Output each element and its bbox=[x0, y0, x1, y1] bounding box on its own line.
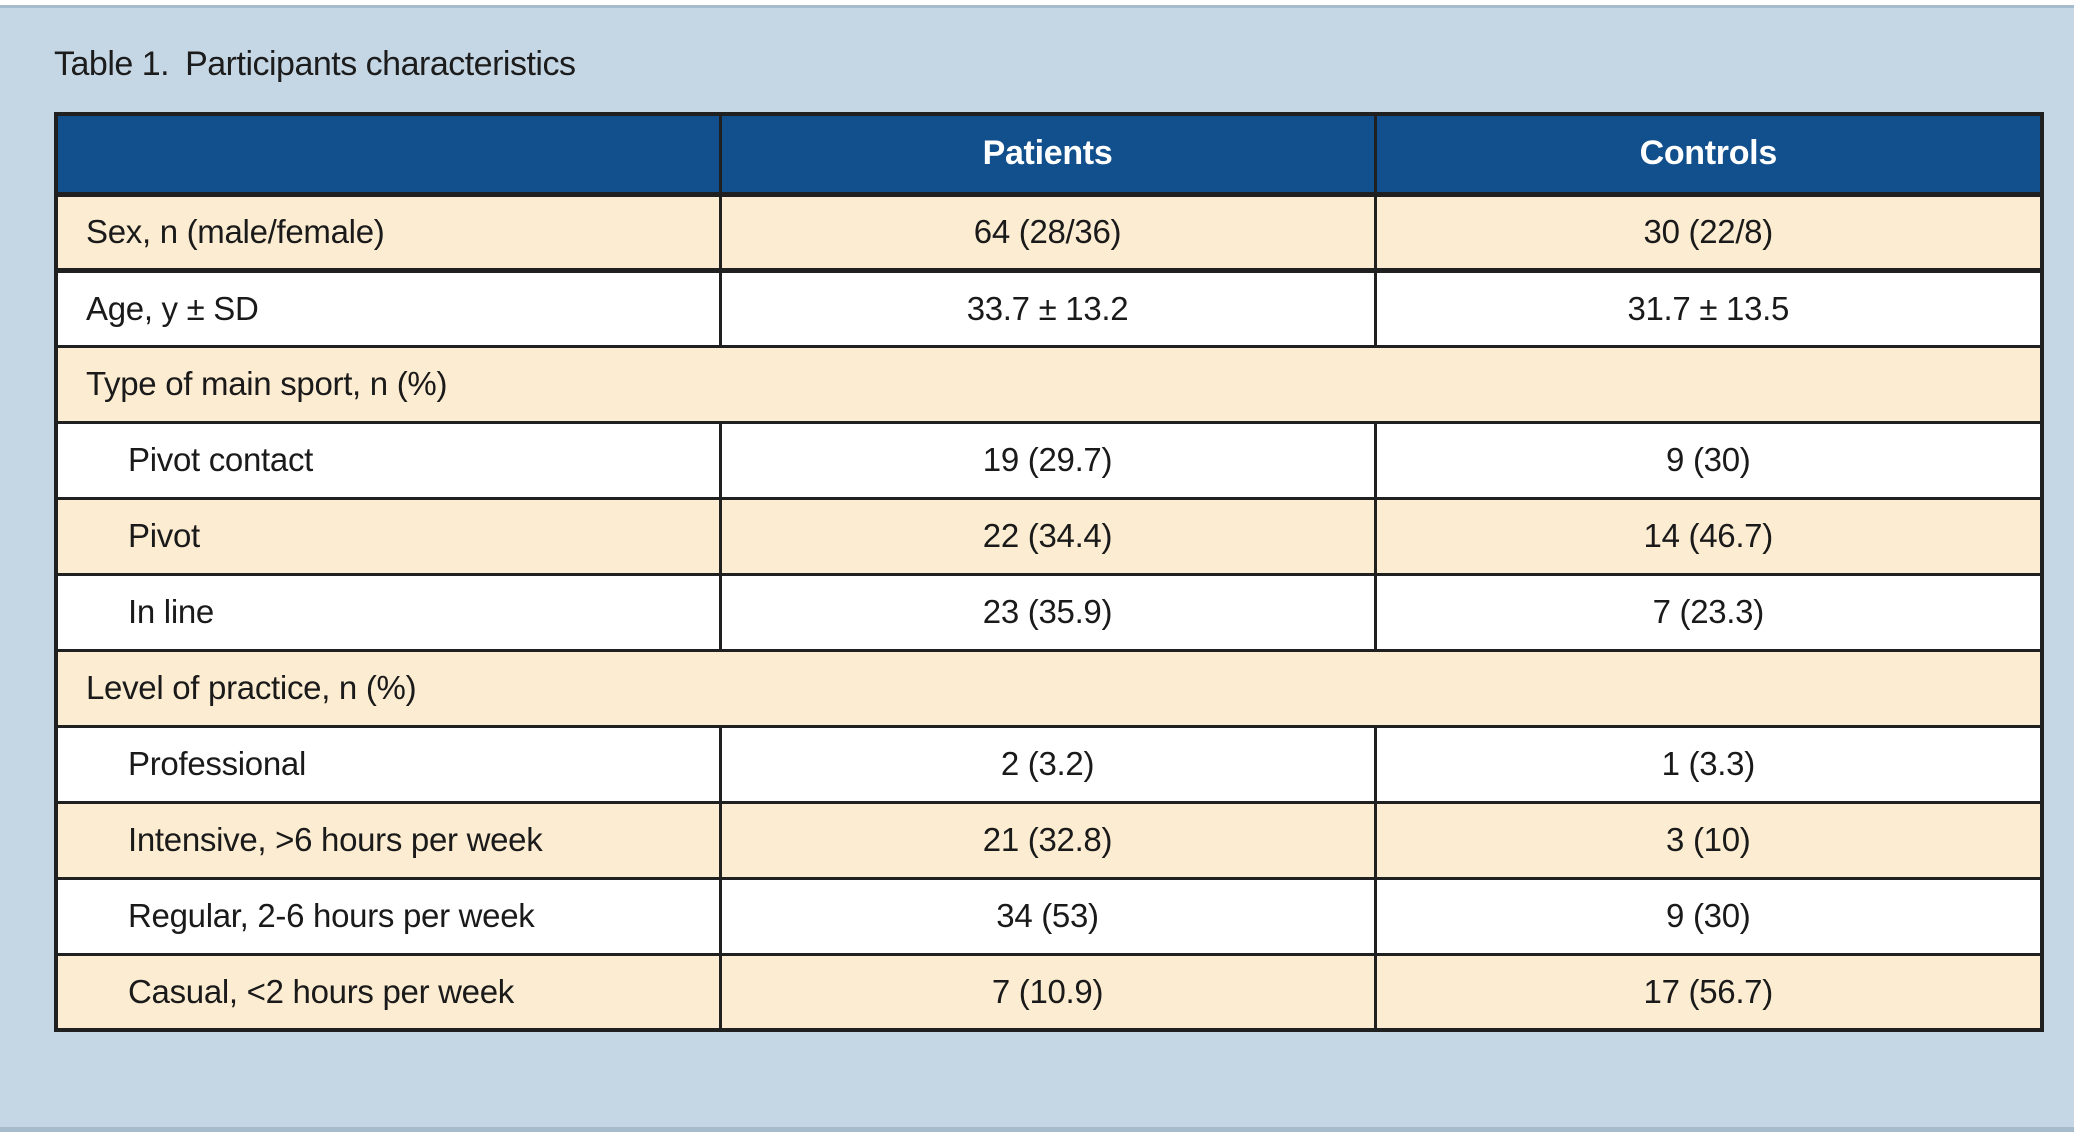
controls-value: 9 (30) bbox=[1373, 876, 2042, 954]
section-row: Level of practice, n (%) bbox=[56, 648, 2042, 726]
table-row: Sex, n (male/female) 64 (28/36) 30 (22/8) bbox=[56, 194, 2042, 270]
patients-value: 7 (10.9) bbox=[718, 952, 1375, 1030]
patients-value: 21 (32.8) bbox=[718, 800, 1375, 878]
controls-value: 9 (30) bbox=[1373, 420, 2042, 498]
table-title-label: Table 1. bbox=[54, 45, 170, 83]
table-title-text: Participants characteristics bbox=[185, 45, 576, 83]
patients-value: 19 (29.7) bbox=[718, 420, 1375, 498]
table-row: Pivot 22 (34.4) 14 (46.7) bbox=[56, 496, 2042, 574]
table-header-row: Patients Controls bbox=[56, 114, 2042, 197]
row-label: Age, y ± SD bbox=[56, 267, 720, 346]
table-row: Age, y ± SD 33.7 ± 13.2 31.7 ± 13.5 bbox=[56, 267, 2042, 346]
row-label: In line bbox=[56, 572, 720, 650]
controls-value: 31.7 ± 13.5 bbox=[1373, 267, 2042, 346]
patients-value: 2 (3.2) bbox=[718, 724, 1375, 802]
table-row: In line 23 (35.9) 7 (23.3) bbox=[56, 572, 2042, 650]
controls-value: 1 (3.3) bbox=[1373, 724, 2042, 802]
column-header-controls: Controls bbox=[1373, 114, 2042, 197]
section-label: Level of practice, n (%) bbox=[56, 648, 2042, 726]
row-label: Casual, <2 hours per week bbox=[56, 952, 720, 1030]
page-bottom-strip bbox=[0, 1127, 2074, 1132]
section-label: Type of main sport, n (%) bbox=[56, 344, 2042, 422]
patients-value: 64 (28/36) bbox=[718, 194, 1375, 270]
row-label: Pivot contact bbox=[56, 420, 720, 498]
row-label: Professional bbox=[56, 724, 720, 802]
column-header-patients: Patients bbox=[718, 114, 1375, 197]
section-row: Type of main sport, n (%) bbox=[56, 344, 2042, 422]
row-label: Intensive, >6 hours per week bbox=[56, 800, 720, 878]
controls-value: 14 (46.7) bbox=[1373, 496, 2042, 574]
table-row: Professional 2 (3.2) 1 (3.3) bbox=[56, 724, 2042, 802]
table-row: Regular, 2-6 hours per week 34 (53) 9 (30) bbox=[56, 876, 2042, 954]
table-row: Pivot contact 19 (29.7) 9 (30) bbox=[56, 420, 2042, 498]
patients-value: 33.7 ± 13.2 bbox=[718, 267, 1375, 346]
table-title: Table 1. Participants characteristics bbox=[54, 42, 2074, 86]
row-label: Regular, 2-6 hours per week bbox=[56, 876, 720, 954]
table-row: Casual, <2 hours per week 7 (10.9) 17 (56.… bbox=[56, 952, 2042, 1030]
patients-value: 34 (53) bbox=[718, 876, 1375, 954]
page-top-strip bbox=[0, 0, 2074, 8]
table-body: Sex, n (male/female) 64 (28/36) 30 (22/8) A… bbox=[56, 194, 2042, 1030]
controls-value: 17 (56.7) bbox=[1373, 952, 2042, 1030]
controls-value: 7 (23.3) bbox=[1373, 572, 2042, 650]
controls-value: 3 (10) bbox=[1373, 800, 2042, 878]
patients-value: 23 (35.9) bbox=[718, 572, 1375, 650]
row-label: Sex, n (male/female) bbox=[56, 194, 720, 270]
controls-value: 30 (22/8) bbox=[1373, 194, 2042, 270]
patients-value: 22 (34.4) bbox=[718, 496, 1375, 574]
table-row: Intensive, >6 hours per week 21 (32.8) 3 (… bbox=[56, 800, 2042, 878]
column-header-characteristic bbox=[56, 114, 720, 197]
row-label: Pivot bbox=[56, 496, 720, 574]
participants-table: Patients Controls Sex, n (male/female) 64… bbox=[54, 112, 2044, 1032]
